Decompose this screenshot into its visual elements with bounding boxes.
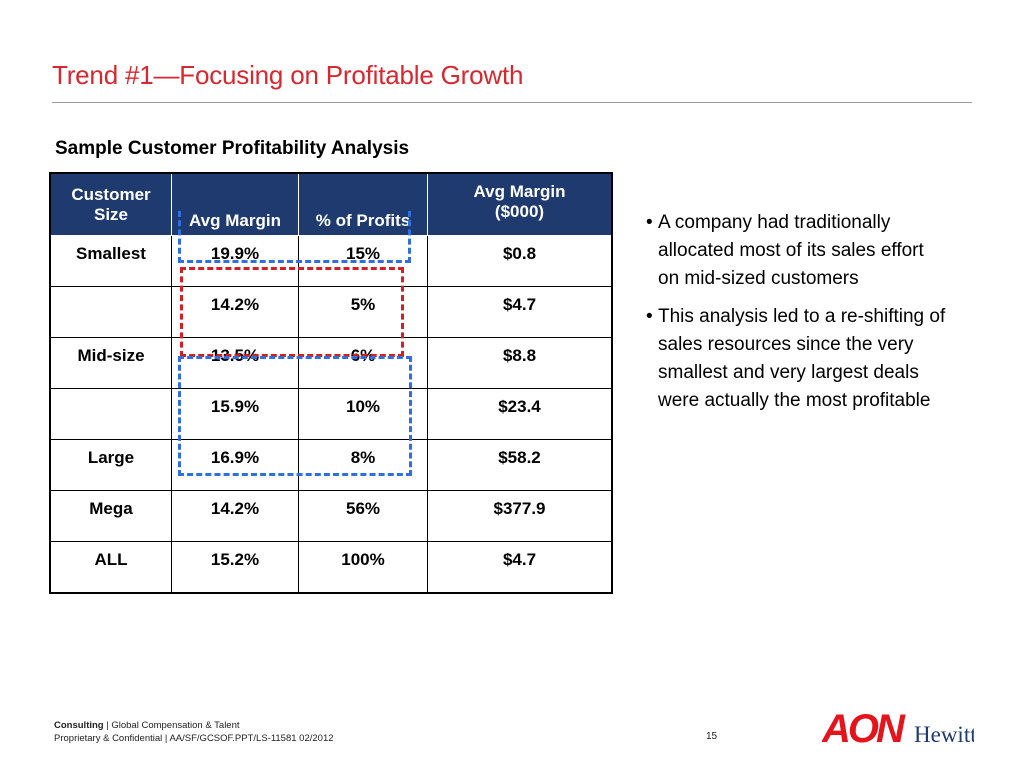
footer: Consulting | Global Compensation & Talen…	[54, 719, 334, 745]
highlight-box-large-mega	[178, 356, 412, 476]
header-customer-size: Customer Size	[49, 172, 172, 236]
page-number: 15	[706, 731, 718, 742]
cell-size: Mid-size	[49, 337, 172, 389]
cell-size: ALL	[49, 541, 172, 594]
cell-size: Smallest	[49, 235, 172, 287]
title-divider	[52, 102, 972, 103]
table-row: Large 16.9% 8% $58.2	[49, 439, 613, 491]
footer-line-2: Proprietary & Confidential | AA/SF/GCSOF…	[54, 733, 334, 744]
cell-profits: 56%	[298, 490, 428, 542]
bullet-item: • This analysis led to a re-shifting of …	[646, 303, 946, 415]
logo-mark: AON Hewitt	[821, 707, 977, 751]
cell-avg-margin-000: $8.8	[427, 337, 613, 389]
cell-avg-margin: 14.2%	[171, 490, 299, 542]
bullet-list: • A company had traditionally allocated …	[646, 209, 946, 425]
highlight-box-smallest	[178, 211, 411, 263]
cell-size: Large	[49, 439, 172, 491]
cell-avg-margin: 15.2%	[171, 541, 299, 594]
cell-avg-margin-000: $4.7	[427, 286, 613, 338]
bullet-dot-icon: •	[646, 306, 653, 327]
cell-profits: 6%	[298, 337, 428, 389]
cell-avg-margin-000: $377.9	[427, 490, 613, 542]
cell-profits: 100%	[298, 541, 428, 594]
cell-profits: 10%	[298, 388, 428, 440]
bullet-dot-icon: •	[646, 212, 653, 233]
aon-hewitt-logo: AON Hewitt	[821, 706, 977, 751]
cell-avg-margin: 16.9%	[171, 439, 299, 491]
header-percent-profits: % of Profits	[298, 172, 428, 236]
cell-avg-margin-000: $23.4	[427, 388, 613, 440]
table-row: 14.2% 5% $4.7	[49, 286, 613, 338]
cell-avg-margin-000: $58.2	[427, 439, 613, 491]
cell-size: Mega	[49, 490, 172, 542]
svg-text:AON: AON	[822, 707, 906, 746]
table-title: Sample Customer Profitability Analysis	[55, 138, 410, 159]
table-row: Mega 14.2% 56% $377.9	[49, 490, 613, 542]
header-avg-margin: Avg Margin	[171, 172, 299, 236]
profitability-table: Customer Size Avg Margin % of Profits Av…	[49, 172, 613, 594]
cell-avg-margin: 14.2%	[171, 286, 299, 338]
table-row: Mid-size 13.5% 6% $8.8	[49, 337, 613, 389]
highlight-box-mid-size	[180, 267, 404, 357]
footer-line-1: Consulting | Global Compensation & Talen…	[54, 720, 240, 731]
cell-avg-margin: 13.5%	[171, 337, 299, 389]
header-avg-margin-000: Avg Margin ($000)	[427, 172, 613, 236]
cell-avg-margin: 15.9%	[171, 388, 299, 440]
cell-size	[49, 286, 172, 338]
slide-title: Trend #1—Focusing on Profitable Growth	[52, 60, 524, 90]
svg-text:Hewitt: Hewitt	[914, 722, 974, 746]
cell-size	[49, 388, 172, 440]
table-row: 15.9% 10% $23.4	[49, 388, 613, 440]
table-header-row: Customer Size Avg Margin % of Profits Av…	[49, 172, 613, 236]
bullet-item: • A company had traditionally allocated …	[646, 209, 946, 293]
cell-avg-margin-000: $0.8	[427, 235, 613, 287]
cell-avg-margin-000: $4.7	[427, 541, 613, 594]
cell-profits: 5%	[298, 286, 428, 338]
table-row-total: ALL 15.2% 100% $4.7	[49, 541, 613, 594]
